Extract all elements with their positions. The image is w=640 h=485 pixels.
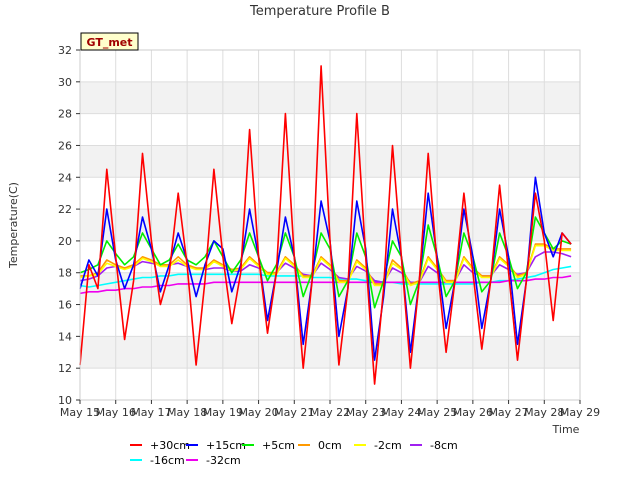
legend-label: +30cm <box>150 439 190 452</box>
y-tick-label: 24 <box>58 171 72 184</box>
y-tick-label: 32 <box>58 44 72 57</box>
y-tick-label: 16 <box>58 299 72 312</box>
y-tick-label: 22 <box>58 203 72 216</box>
x-tick-label: May 18 <box>167 406 207 419</box>
y-tick-label: 20 <box>58 235 72 248</box>
x-tick-label: May 19 <box>203 406 243 419</box>
chart-title: Temperature Profile B <box>249 4 390 19</box>
y-tick-label: 10 <box>58 394 72 407</box>
legend-label: -16cm <box>150 454 185 467</box>
x-tick-label: May 23 <box>346 406 386 419</box>
x-tick-label: May 16 <box>96 406 136 419</box>
legend-label: 0cm <box>318 439 342 452</box>
legend-label: -32cm <box>206 454 241 467</box>
y-tick-label: 18 <box>58 267 72 280</box>
y-tick-label: 12 <box>58 362 72 375</box>
x-tick-label: May 27 <box>488 406 528 419</box>
legend-label: +5cm <box>262 439 295 452</box>
legend-label: -8cm <box>430 439 458 452</box>
annotation-label: GT_met <box>86 36 132 49</box>
series-line-+30cm <box>79 65 572 385</box>
x-tick-label: May 24 <box>381 406 421 419</box>
y-tick-label: 30 <box>58 76 72 89</box>
y-tick-label: 14 <box>58 330 72 343</box>
x-tick-label: May 28 <box>524 406 564 419</box>
legend-label: +15cm <box>206 439 246 452</box>
y-tick-label: 28 <box>58 108 72 121</box>
x-axis-label: Time <box>552 423 580 436</box>
x-tick-label: May 20 <box>238 406 278 419</box>
x-tick-label: May 17 <box>131 406 171 419</box>
x-tick-label: May 25 <box>417 406 457 419</box>
x-tick-label: May 15 <box>60 406 100 419</box>
y-tick-label: 26 <box>58 139 72 152</box>
x-tick-label: May 29 <box>560 406 600 419</box>
x-tick-label: May 21 <box>274 406 314 419</box>
x-tick-label: May 26 <box>453 406 493 419</box>
series-line-+5cm <box>79 216 572 309</box>
annotation-box: GT_met <box>80 32 139 51</box>
x-tick-label: May 22 <box>310 406 350 419</box>
y-axis-label: Temperature(C) <box>7 182 20 269</box>
annotation-background <box>80 32 139 51</box>
series-line--2cm <box>79 244 572 287</box>
legend: +30cm +15cm +5cm 0cm -2cm -8cm -16cm -32cm <box>130 439 458 467</box>
series-lines <box>79 65 572 385</box>
legend-label: -2cm <box>374 439 402 452</box>
